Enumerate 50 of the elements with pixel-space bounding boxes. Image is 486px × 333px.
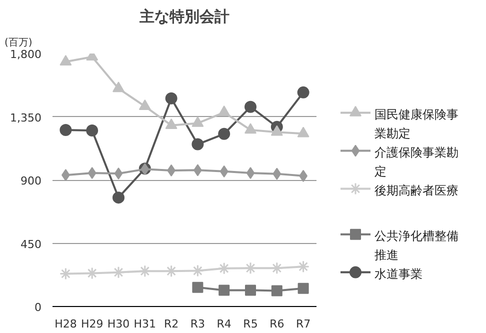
- legend-label: 公共浄化槽整備推進: [374, 229, 458, 262]
- point: [220, 165, 228, 178]
- y-tick-label: 0: [34, 301, 42, 314]
- y-axis-title: (百万): [4, 38, 32, 48]
- point: [297, 86, 310, 98]
- x-tick-label: R6: [270, 318, 284, 330]
- point: [218, 128, 230, 140]
- legend-label: 後期高齢者医療: [374, 183, 458, 198]
- x-tick-label: H29: [80, 318, 104, 330]
- point: [271, 285, 282, 296]
- legend-label: 介護保険事業勘定: [374, 145, 458, 178]
- legend-label: 国民健康保険事業勘定: [374, 107, 458, 140]
- point: [114, 168, 123, 180]
- point: [297, 260, 310, 273]
- point: [165, 92, 178, 104]
- point: [88, 166, 96, 179]
- point: [218, 106, 230, 116]
- point: [86, 124, 98, 137]
- point: [298, 282, 309, 294]
- x-tick-label: R3: [190, 318, 206, 330]
- point: [297, 126, 310, 138]
- y-tick-label: 900: [20, 174, 42, 188]
- point: [138, 100, 151, 110]
- point: [112, 192, 124, 204]
- point: [60, 54, 72, 66]
- point: [246, 166, 255, 179]
- point: [245, 284, 256, 296]
- point: [272, 168, 282, 180]
- point: [192, 138, 204, 150]
- x-tick-label: R5: [243, 318, 258, 330]
- point: [270, 125, 283, 136]
- point: [244, 100, 256, 113]
- x-tick-label: H31: [134, 318, 156, 330]
- legend-label: 水道事業: [374, 266, 422, 281]
- point: [192, 116, 204, 127]
- point: [244, 123, 256, 134]
- point: [165, 118, 178, 129]
- x-tick-label: H28: [54, 318, 77, 330]
- point: [112, 82, 124, 92]
- x-tick-label: R7: [296, 318, 311, 330]
- x-tick-label: R4: [216, 318, 232, 330]
- point: [218, 284, 230, 296]
- y-tick-label: 450: [20, 238, 42, 251]
- chart-title: 主な特別会計: [138, 8, 230, 26]
- x-tick-label: H30: [107, 318, 130, 330]
- point: [60, 124, 72, 136]
- x-tick-label: R2: [164, 318, 179, 330]
- point: [192, 282, 204, 293]
- y-tick-label: 1,350: [10, 111, 42, 124]
- y-tick-label: 1,800: [10, 48, 42, 61]
